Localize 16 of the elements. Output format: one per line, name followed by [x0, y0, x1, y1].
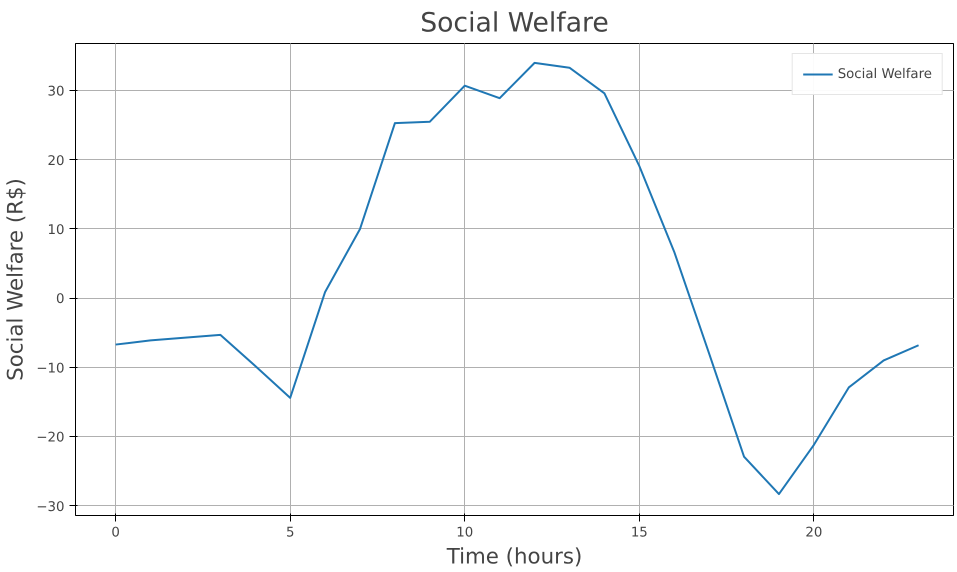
y-tick-label: −30 [36, 500, 65, 515]
chart-title: Social Welfare [420, 8, 609, 38]
y-tick-label: −10 [36, 361, 65, 376]
y-tick-label: 20 [48, 154, 65, 169]
x-tick-label: 0 [111, 526, 120, 540]
x-tick-label: 20 [805, 526, 822, 540]
y-tick-label: −20 [36, 430, 65, 446]
x-tick-label: 5 [286, 526, 294, 540]
y-tick-label: 10 [48, 222, 65, 238]
y-axis-title: Social Welfare (R$) [3, 178, 28, 381]
x-axis-title: Time (hours) [446, 544, 582, 570]
x-tick-label: 10 [456, 526, 474, 540]
legend-label: Social Welfare [838, 66, 932, 82]
y-tick-label: 30 [48, 84, 65, 100]
y-tick-label: 0 [56, 292, 65, 308]
x-tick-label: 15 [630, 526, 648, 540]
